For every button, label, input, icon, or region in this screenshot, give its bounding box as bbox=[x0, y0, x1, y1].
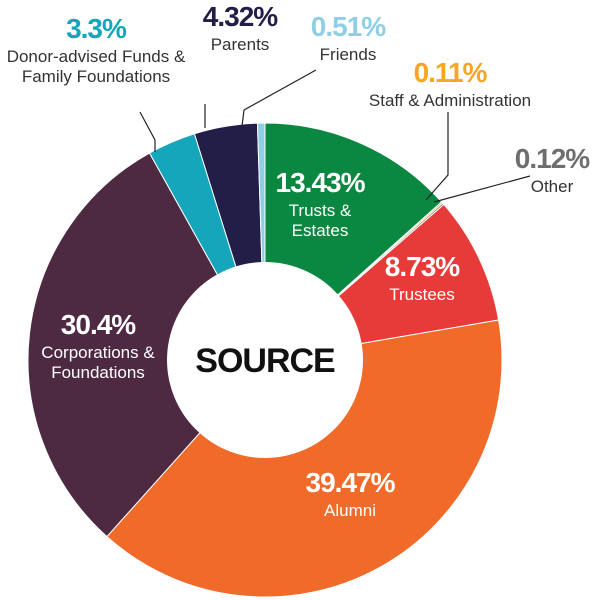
slice-value-corporations-and-foundations: 30.4% bbox=[61, 309, 136, 340]
slice-value-trusts-and-estates: 13.43% bbox=[276, 167, 366, 198]
leader-line-other bbox=[433, 175, 531, 203]
leader-line-friends bbox=[241, 69, 317, 127]
leader-line-staff-and-administration bbox=[425, 112, 449, 201]
slice-labels: 13.43% Trusts &Estates 0.11% Staff & Admini… bbox=[7, 1, 592, 520]
slice-label-staff-and-administration-line-1: Staff & Administration bbox=[369, 91, 531, 110]
slice-value-alumni: 39.47% bbox=[306, 467, 396, 498]
slice-label-trusts-and-estates-line-2: Estates bbox=[292, 221, 349, 240]
slice-label-other-line-1: Other bbox=[531, 177, 574, 196]
slice-value-other: 0.12% bbox=[515, 143, 590, 174]
leader-line-donor-advised-funds-and-family-foundations bbox=[139, 111, 156, 152]
slice-alumni bbox=[106, 319, 503, 598]
leader-lines bbox=[139, 69, 531, 203]
donut-hole bbox=[167, 262, 363, 458]
slice-corporations-and-foundations bbox=[27, 152, 266, 538]
slice-value-donor-advised-funds-and-family-foundations: 3.3% bbox=[66, 13, 127, 44]
slice-value-trustees: 8.73% bbox=[385, 251, 460, 282]
slice-label-friends-line-1: Friends bbox=[320, 45, 377, 64]
slice-label-corporations-and-foundations-line-2: Foundations bbox=[51, 363, 145, 382]
slice-label-trusts-and-estates-line-1: Trusts & bbox=[289, 201, 352, 220]
slice-value-friends: 0.51% bbox=[311, 11, 386, 42]
slice-label-alumni-line-1: Alumni bbox=[324, 501, 376, 520]
slice-label-trustees-line-1: Trustees bbox=[389, 285, 455, 304]
slice-value-parents: 4.32% bbox=[203, 1, 278, 32]
slice-label-donor-advised-funds-and-family-foundations-line-2: Family Foundations bbox=[22, 67, 170, 86]
slice-label-donor-advised-funds-and-family-foundations-line-1: Donor-advised Funds & bbox=[7, 47, 186, 66]
slice-label-corporations-and-foundations-line-1: Corporations & bbox=[41, 343, 155, 362]
center-label: SOURCE bbox=[195, 342, 335, 380]
slice-label-parents-line-1: Parents bbox=[211, 35, 270, 54]
slice-value-staff-and-administration: 0.11% bbox=[414, 57, 488, 88]
